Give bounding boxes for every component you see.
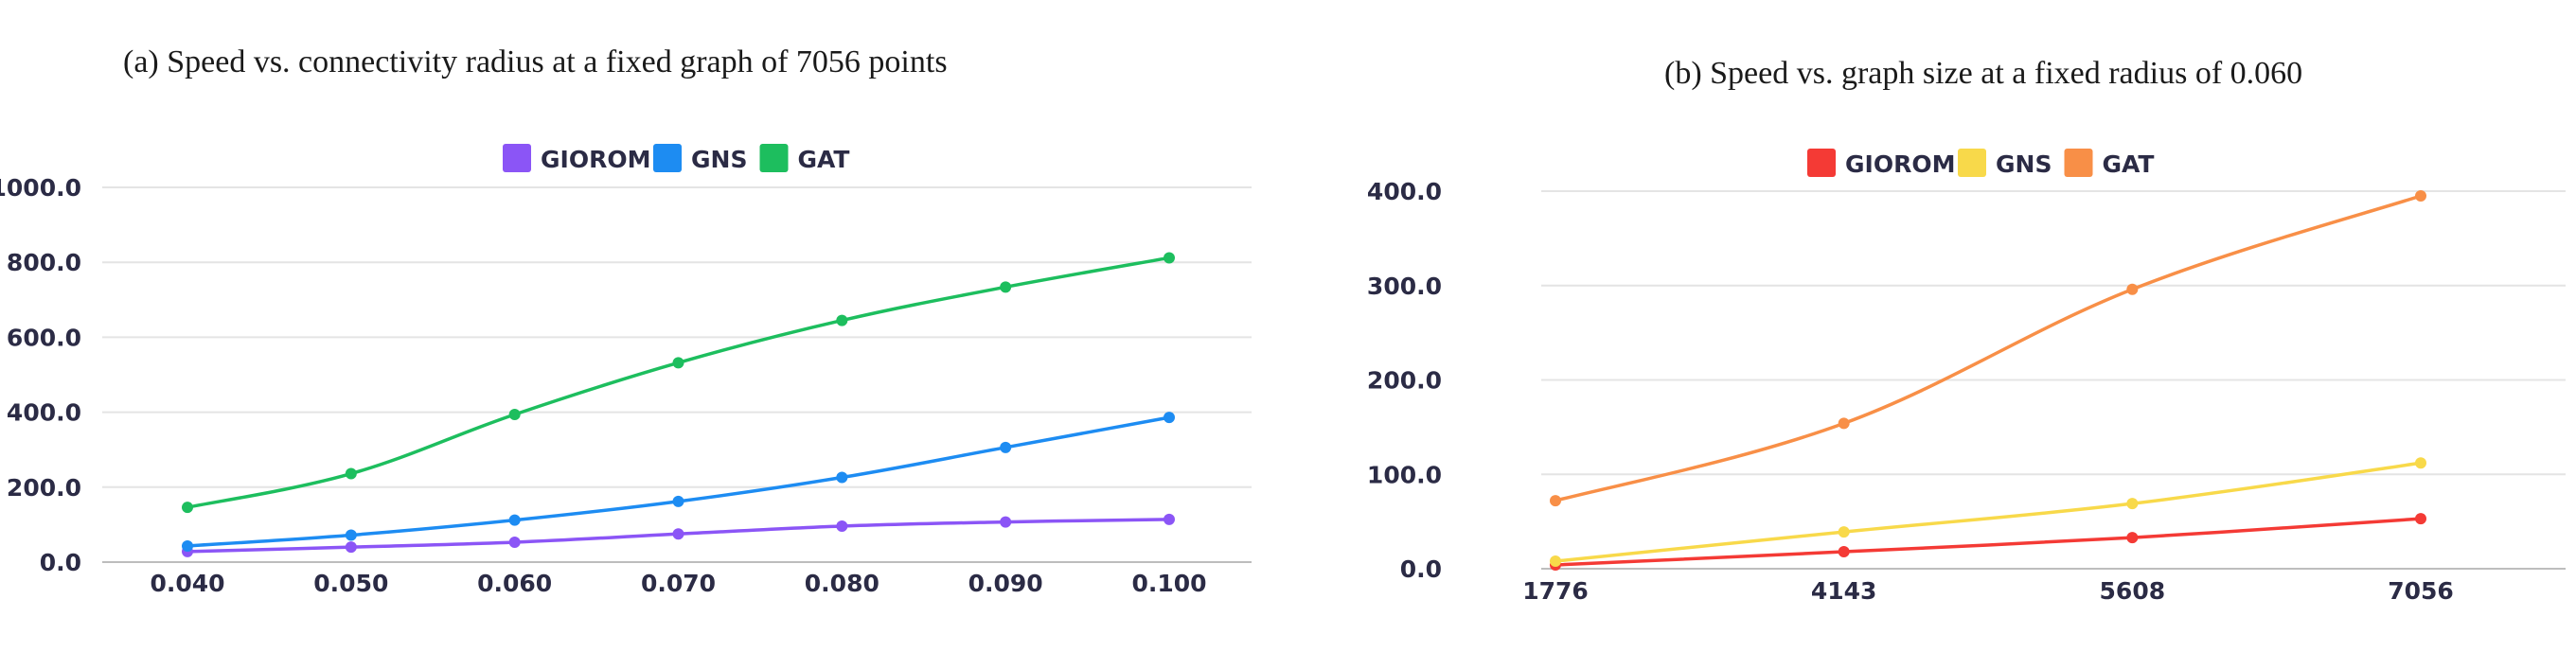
chart-a-legend-label-gat: GAT xyxy=(798,146,850,173)
chart-a-data-point-gns xyxy=(508,514,521,526)
chart-a-series-line-gat xyxy=(186,256,1171,509)
chart-b-y-tick-label: 200.0 xyxy=(1367,367,1442,395)
chart-a-data-point-gat xyxy=(345,467,357,480)
chart-b-data-point-giorom xyxy=(2415,513,2426,525)
chart-a-y-tick-label: 1000.0 xyxy=(0,174,81,202)
chart-a-data-point-giorom xyxy=(836,520,848,532)
chart-b-legend-label-gns: GNS xyxy=(1996,150,2052,178)
chart-b-title: (b) Speed vs. graph size at a fixed radi… xyxy=(1664,56,2302,91)
chart-a-legend-label-gns: GNS xyxy=(691,146,747,173)
chart-a-grid xyxy=(102,186,1252,488)
chart-a-legend-swatch-gns xyxy=(653,144,682,172)
chart-a-axes: 0.0 200.0 400.0 600.0 800.0 1000.0 0.040 0.050 0… xyxy=(0,174,1252,597)
chart-a-data-point-gat xyxy=(1164,252,1175,264)
chart-b-x-tick-label: 1776 xyxy=(1522,577,1589,605)
chart-b-data-point-gat xyxy=(2415,189,2426,202)
chart-a-x-tick-label: 0.040 xyxy=(150,570,224,597)
chart-b-legend-swatch-gns xyxy=(1958,149,1986,177)
chart-b-legend-swatch-gat xyxy=(2064,149,2093,177)
chart-a-series-line-gns xyxy=(186,415,1171,548)
chart-a-data-point-gat xyxy=(1000,281,1012,293)
chart-b-data-point-gat xyxy=(1838,417,1850,430)
chart-a-y-tick-label: 0.0 xyxy=(40,549,81,576)
chart-b: (b) Speed vs. graph size at a fixed radi… xyxy=(1367,56,2566,605)
chart-a-x-tick-label: 0.090 xyxy=(968,570,1043,597)
chart-a-y-tick-label: 400.0 xyxy=(7,399,81,427)
chart-a-x-tick-label: 0.050 xyxy=(313,570,388,597)
chart-b-series-line-giorom xyxy=(1554,517,2423,567)
chart-b-series-line-gat xyxy=(1554,194,2423,502)
chart-a-y-tick-label: 600.0 xyxy=(7,324,81,351)
chart-a-data-point-giorom xyxy=(1000,516,1012,528)
chart-a-data-point-gns xyxy=(1000,441,1012,453)
chart-a-data-point-giorom xyxy=(1164,513,1175,525)
chart-a-data-point-gns xyxy=(182,539,193,552)
chart-b-data-point-giorom xyxy=(2126,532,2139,544)
chart-a-data-point-gns xyxy=(836,471,848,484)
chart-b-series xyxy=(1550,189,2426,572)
chart-b-data-point-giorom xyxy=(1838,546,1850,558)
chart-b-data-point-gns xyxy=(1838,526,1850,538)
chart-a-data-point-giorom xyxy=(508,537,521,549)
chart-b-x-tick-label: 5608 xyxy=(2100,577,2166,605)
chart-a-y-tick-label: 200.0 xyxy=(7,474,81,502)
chart-b-legend-label-gat: GAT xyxy=(2103,150,2155,178)
chart-b-y-tick-label: 300.0 xyxy=(1367,273,1442,300)
chart-a: (a) Speed vs. connectivity radius at a f… xyxy=(0,44,1252,597)
chart-b-data-point-gns xyxy=(1550,555,1561,568)
chart-b-x-tick-label: 4143 xyxy=(1811,577,1877,605)
chart-b-series-line-gns xyxy=(1554,461,2423,563)
chart-b-grid xyxy=(1541,190,2566,476)
chart-a-data-point-gat xyxy=(508,408,521,420)
chart-a-legend-swatch-gat xyxy=(759,144,789,172)
chart-a-data-point-giorom xyxy=(345,541,357,554)
chart-a-data-point-gat xyxy=(672,357,684,369)
chart-b-legend: GIOROM GNS GAT xyxy=(1807,149,2154,178)
chart-a-legend: GIOROM GNS GAT xyxy=(503,144,849,173)
chart-a-legend-label-giorom: GIOROM xyxy=(541,146,650,173)
chart-a-title: (a) Speed vs. connectivity radius at a f… xyxy=(123,44,948,79)
chart-b-data-point-gns xyxy=(2126,498,2139,510)
chart-a-data-point-gns xyxy=(1164,412,1175,424)
chart-b-data-point-gns xyxy=(2415,457,2426,469)
chart-a-data-point-gat xyxy=(182,502,193,514)
chart-a-legend-swatch-giorom xyxy=(503,144,531,172)
chart-a-data-point-gns xyxy=(345,529,357,541)
chart-a-data-point-gns xyxy=(672,495,684,507)
chart-a-data-point-giorom xyxy=(672,528,684,540)
chart-b-legend-label-giorom: GIOROM xyxy=(1845,150,1955,178)
chart-a-data-point-gat xyxy=(836,314,848,326)
chart-b-axes: 0.0 100.0 200.0 300.0 400.0 1776 4143 5608 7056 xyxy=(1367,178,2566,605)
chart-b-legend-swatch-giorom xyxy=(1807,149,1836,177)
chart-b-data-point-gat xyxy=(2126,283,2139,295)
chart-a-x-tick-label: 0.100 xyxy=(1131,570,1206,597)
chart-a-series xyxy=(182,252,1175,557)
chart-a-y-tick-label: 800.0 xyxy=(7,249,81,276)
chart-b-y-tick-label: 100.0 xyxy=(1367,461,1442,488)
chart-a-x-tick-label: 0.060 xyxy=(477,570,552,597)
chart-b-data-point-gat xyxy=(1550,495,1561,507)
chart-b-y-tick-label: 0.0 xyxy=(1400,555,1442,583)
chart-a-x-tick-label: 0.070 xyxy=(641,570,716,597)
chart-b-y-tick-label: 400.0 xyxy=(1367,178,1442,205)
chart-a-x-tick-label: 0.080 xyxy=(805,570,879,597)
chart-b-x-tick-label: 7056 xyxy=(2388,577,2454,605)
